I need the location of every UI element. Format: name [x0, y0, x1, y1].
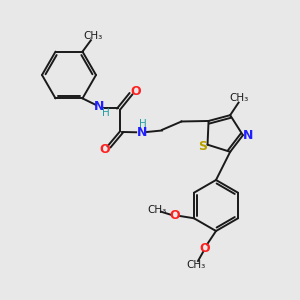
Text: O: O: [169, 209, 180, 222]
Text: O: O: [99, 143, 110, 157]
Text: O: O: [130, 85, 141, 98]
Text: CH₃: CH₃: [187, 260, 206, 270]
Text: CH₃: CH₃: [148, 206, 167, 215]
Text: H: H: [139, 119, 147, 130]
Text: N: N: [243, 129, 254, 142]
Text: H: H: [102, 108, 110, 118]
Text: O: O: [199, 242, 210, 255]
Text: N: N: [94, 100, 104, 113]
Text: CH₃: CH₃: [230, 93, 249, 103]
Text: CH₃: CH₃: [83, 31, 103, 41]
Text: S: S: [198, 140, 207, 153]
Text: N: N: [136, 126, 147, 140]
